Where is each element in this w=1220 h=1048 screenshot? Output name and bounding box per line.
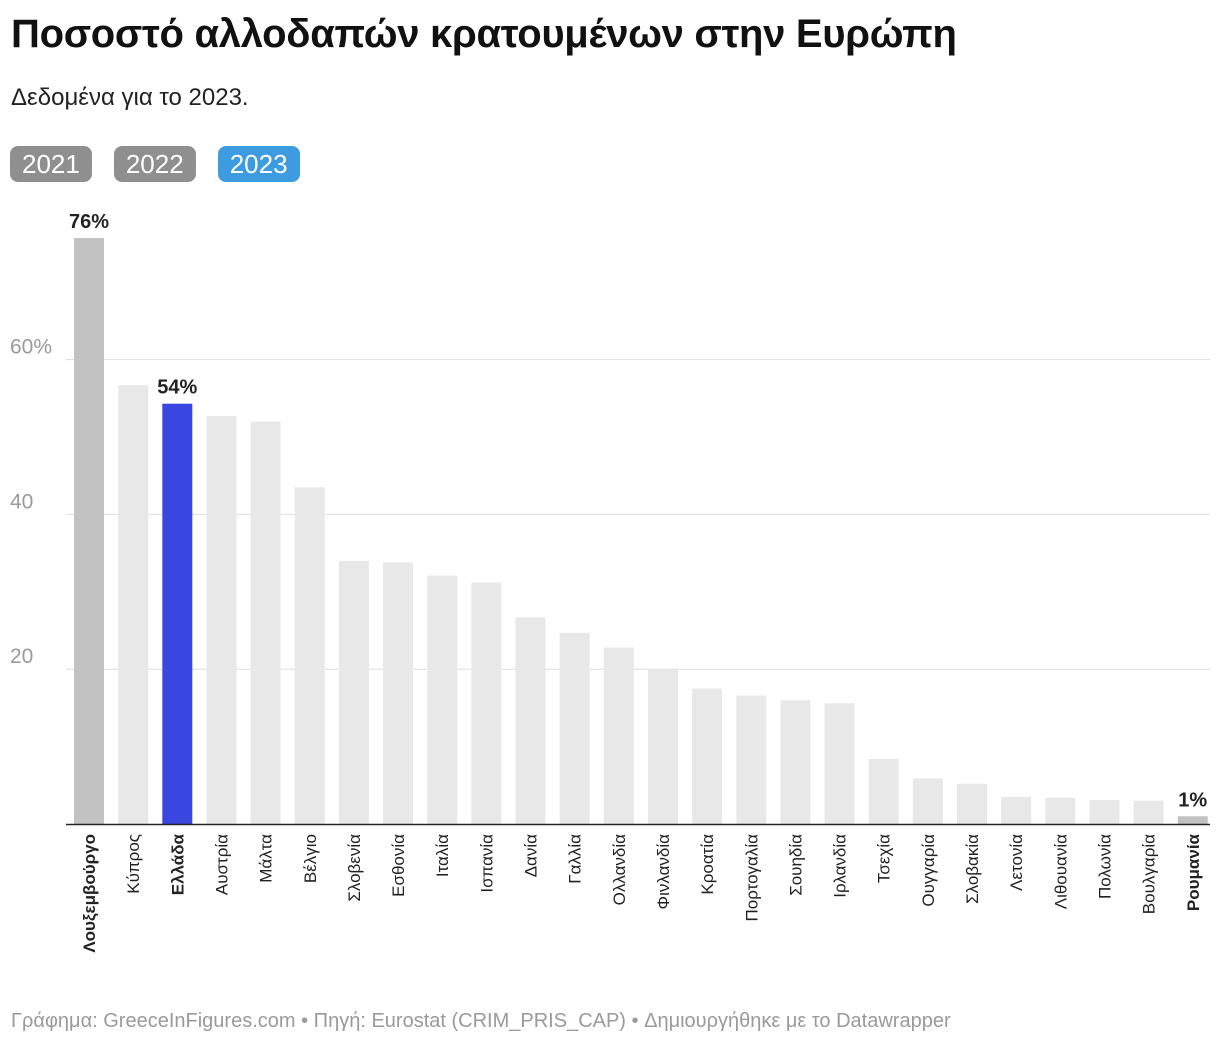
- tab-2021[interactable]: 2021: [10, 146, 92, 182]
- x-tick-label-3: Ελλάδα: [168, 833, 187, 895]
- x-tick-label-20: Ουγγαρία: [919, 834, 938, 907]
- x-tick-label-2: Κύπρος: [124, 834, 143, 894]
- x-tick-label-26: Ρουμανία: [1184, 833, 1203, 911]
- x-tick-label-25: Βουλγαρία: [1140, 834, 1159, 914]
- bar-3: [162, 403, 193, 824]
- bar-25: [1133, 800, 1164, 824]
- tab-2023[interactable]: 2023: [217, 146, 300, 182]
- x-tick-label-19: Τσεχία: [875, 834, 894, 883]
- bar-11: [515, 617, 546, 824]
- tab-2022[interactable]: 2022: [113, 146, 196, 182]
- x-tick-label-21: Σλοβακία: [963, 834, 982, 904]
- value-label-1: 76%: [69, 211, 109, 233]
- x-tick-label-9: Ιταλία: [433, 834, 452, 877]
- x-tick-label-14: Φινλανδία: [654, 834, 673, 910]
- bar-4: [206, 416, 237, 824]
- x-tick-label-8: Εσθονία: [389, 834, 408, 897]
- bar-17: [780, 700, 811, 824]
- x-tick-label-22: Λετονία: [1007, 834, 1026, 891]
- y-tick-label-40: 40: [10, 490, 33, 513]
- chart-footer: Γράφημα: GreeceInFigures.com • Πηγή: Eur…: [11, 1010, 951, 1032]
- bar-6: [294, 487, 325, 824]
- x-tick-label-5: Μάλτα: [257, 834, 276, 883]
- x-tick-label-13: Ολλανδία: [610, 834, 629, 906]
- x-tick-label-7: Σλοβενία: [345, 834, 364, 902]
- bar-23: [1045, 797, 1076, 824]
- bar-26: [1177, 816, 1208, 824]
- x-tick-label-12: Γαλλία: [566, 834, 585, 884]
- year-tabs: 2021 2022 2023: [10, 146, 300, 182]
- bar-5: [250, 421, 281, 824]
- x-tick-label-1: Λουξεμβούργο: [80, 834, 99, 953]
- bar-8: [383, 562, 414, 824]
- x-tick-label-6: Βέλγιο: [301, 834, 320, 883]
- x-tick-label-16: Πορτογαλία: [742, 834, 761, 922]
- bar-15: [692, 688, 723, 824]
- bar-21: [957, 783, 987, 824]
- x-tick-label-4: Αυστρία: [212, 834, 231, 895]
- bar-16: [736, 695, 767, 824]
- bar-18: [824, 703, 855, 824]
- page-title: Ποσοστό αλλοδαπών κρατουμένων στην Ευρώπ…: [11, 12, 957, 56]
- page-subtitle: Δεδομένα για το 2023.: [11, 84, 249, 111]
- x-tick-label-10: Ισπανία: [477, 834, 496, 893]
- y-tick-label-20: 20: [10, 645, 33, 668]
- x-tick-label-18: Ιρλανδία: [831, 834, 850, 898]
- bar-10: [471, 582, 502, 824]
- bar-20: [912, 778, 943, 824]
- bar-19: [868, 758, 899, 824]
- bar-1: [74, 238, 104, 824]
- bar-9: [427, 575, 458, 824]
- bar-chart: 20 40 60% 76% 54% 1% Λουξεμβούργο Κύπρος Ελλάδα Α…: [10, 211, 1210, 953]
- bar-22: [1001, 796, 1032, 824]
- bar-14: [647, 669, 678, 824]
- bar-24: [1089, 800, 1120, 824]
- y-tick-label-60: 60%: [10, 336, 52, 359]
- x-tick-label-23: Λιθουανία: [1051, 834, 1070, 909]
- bar-2: [118, 385, 149, 824]
- x-tick-label-24: Πολωνία: [1095, 834, 1114, 899]
- bar-7: [338, 560, 369, 824]
- x-tick-label-11: Δανία: [522, 834, 541, 877]
- bar-12: [559, 632, 590, 824]
- bar-13: [603, 647, 634, 824]
- x-tick-label-17: Σουηδία: [786, 834, 805, 896]
- value-label-3: 54%: [157, 377, 197, 399]
- value-label-26: 1%: [1178, 789, 1207, 811]
- x-tick-label-15: Κροατία: [698, 834, 717, 895]
